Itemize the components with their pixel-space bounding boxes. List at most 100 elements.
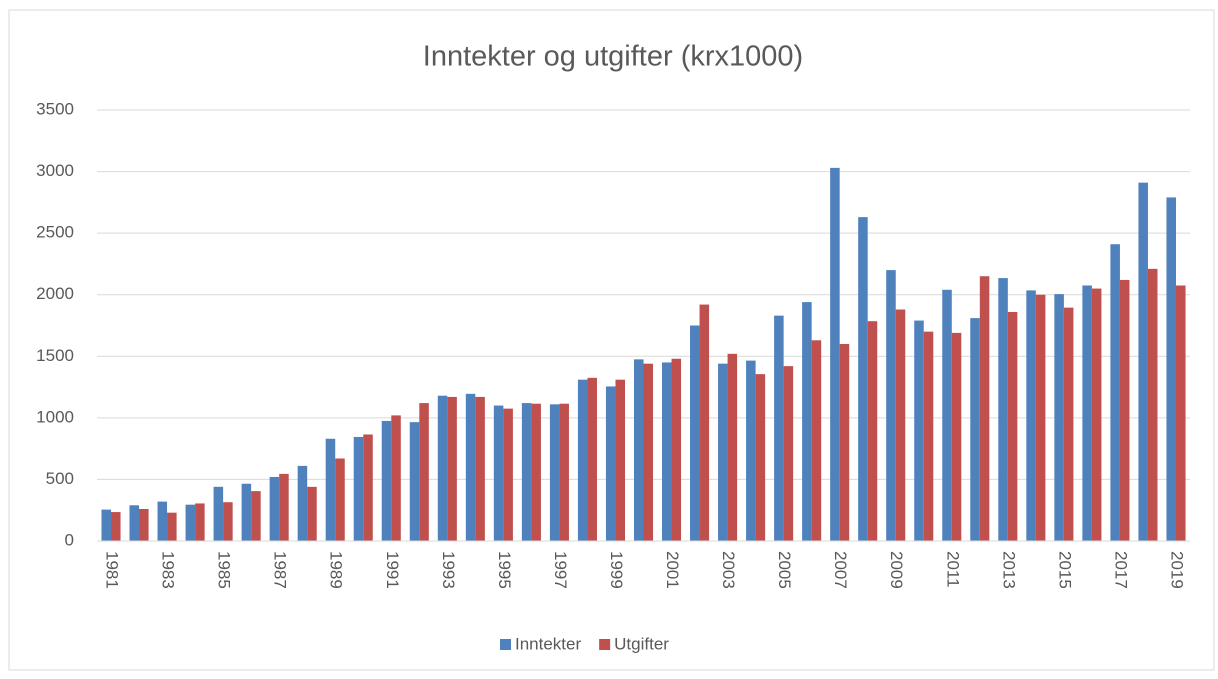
bar	[727, 353, 738, 541]
bar	[101, 509, 112, 541]
bar	[690, 325, 700, 541]
x-tick-label: 2009	[887, 551, 906, 589]
x-tick-label: 2003	[719, 551, 738, 589]
y-tick-label: 500	[46, 469, 74, 488]
bar	[1091, 288, 1102, 541]
bar	[213, 486, 224, 541]
bar	[577, 379, 588, 541]
x-tick-label: 2015	[1055, 551, 1074, 589]
bar	[503, 408, 513, 541]
bar	[531, 403, 541, 541]
bar	[409, 422, 420, 541]
bar	[241, 483, 252, 541]
bar	[111, 512, 121, 541]
bar	[895, 309, 906, 541]
legend-swatch	[599, 639, 611, 650]
bar	[381, 420, 392, 541]
x-tick-label: 2007	[831, 551, 850, 589]
bar	[671, 358, 682, 541]
bar	[718, 363, 728, 541]
bar	[699, 304, 710, 541]
bar	[643, 363, 654, 541]
y-tick-label: 3000	[36, 161, 74, 180]
bar	[998, 278, 1008, 541]
bar	[279, 473, 289, 541]
bar	[297, 465, 308, 541]
x-tick-label: 1997	[551, 551, 570, 589]
bar	[914, 320, 924, 541]
bar	[269, 476, 280, 541]
bar	[223, 502, 233, 541]
bar	[1063, 307, 1074, 541]
bar	[886, 270, 896, 541]
x-tick-label: 1999	[607, 551, 626, 589]
y-tick-label: 1500	[36, 346, 74, 365]
bar	[1054, 294, 1064, 541]
bar	[465, 393, 476, 541]
bar	[419, 403, 429, 541]
bar	[1147, 268, 1158, 541]
y-tick-label: 3500	[36, 99, 74, 118]
bar	[129, 505, 140, 541]
bar	[307, 486, 317, 541]
bar	[587, 377, 597, 541]
bar	[839, 343, 850, 541]
bar	[139, 508, 149, 541]
y-tick-label: 2000	[36, 284, 74, 303]
x-tick-label: 1985	[215, 551, 234, 589]
bar	[195, 503, 205, 541]
y-tick-label: 0	[65, 530, 74, 549]
bar	[811, 340, 822, 541]
bar	[661, 362, 672, 541]
bar	[830, 167, 840, 541]
x-tick-label: 2019	[1168, 551, 1187, 589]
x-tick-label: 1991	[383, 551, 402, 589]
bar	[970, 318, 980, 541]
bar	[867, 321, 878, 541]
bar	[858, 217, 868, 542]
bar	[335, 458, 345, 541]
bar	[605, 386, 616, 541]
bar	[1175, 285, 1186, 541]
x-tick-label: 1995	[495, 551, 514, 589]
bar	[1119, 279, 1130, 541]
bar	[942, 289, 952, 541]
bar	[325, 438, 336, 541]
bar	[1110, 244, 1120, 541]
bar	[951, 332, 962, 541]
bar	[633, 359, 644, 541]
bar	[746, 360, 756, 541]
x-tick-label: 2005	[775, 551, 794, 589]
bar	[437, 395, 448, 541]
bar	[391, 415, 401, 541]
bar	[521, 403, 532, 541]
legend-swatch	[500, 639, 511, 650]
bar	[363, 434, 373, 541]
bar	[475, 396, 485, 541]
bar	[493, 405, 504, 541]
bar	[615, 379, 626, 541]
bar	[559, 403, 569, 541]
bar	[1035, 294, 1046, 541]
bar	[1082, 285, 1092, 541]
legend-label: Inntekter	[515, 634, 581, 653]
bar	[802, 302, 812, 541]
bar	[755, 374, 766, 541]
bar	[353, 436, 364, 541]
x-tick-label: 1981	[103, 551, 122, 589]
bar	[1138, 182, 1148, 541]
bar	[1007, 311, 1018, 541]
bar	[251, 491, 261, 541]
legend-label: Utgifter	[614, 634, 669, 653]
bar	[447, 396, 457, 541]
bar	[783, 366, 794, 541]
bar	[157, 501, 168, 541]
x-tick-label: 2001	[663, 551, 682, 589]
y-tick-label: 1000	[36, 407, 74, 426]
y-tick-label: 2500	[36, 223, 74, 242]
bar	[185, 504, 196, 541]
x-tick-label: 1987	[271, 551, 290, 589]
bar	[1166, 197, 1176, 541]
chart-title: Inntekter og utgifter (krx1000)	[423, 41, 803, 73]
